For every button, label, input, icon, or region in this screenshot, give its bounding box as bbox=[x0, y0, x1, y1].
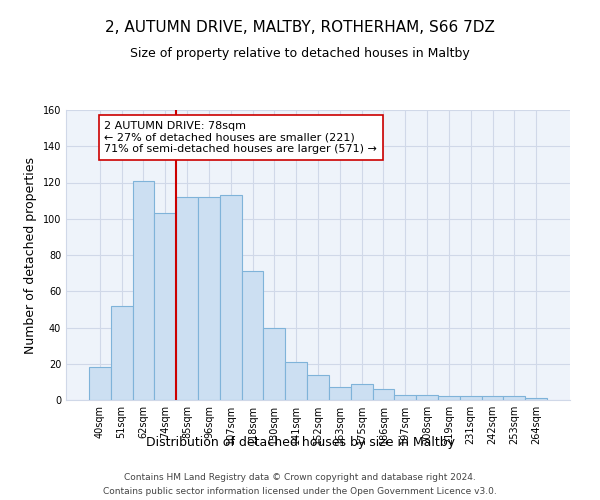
Bar bbox=[482, 396, 503, 400]
Text: 2, AUTUMN DRIVE, MALTBY, ROTHERHAM, S66 7DZ: 2, AUTUMN DRIVE, MALTBY, ROTHERHAM, S66 … bbox=[105, 20, 495, 35]
Bar bbox=[307, 374, 329, 400]
Bar bbox=[263, 328, 285, 400]
Text: Contains HM Land Registry data © Crown copyright and database right 2024.: Contains HM Land Registry data © Crown c… bbox=[124, 472, 476, 482]
Text: 2 AUTUMN DRIVE: 78sqm
← 27% of detached houses are smaller (221)
71% of semi-det: 2 AUTUMN DRIVE: 78sqm ← 27% of detached … bbox=[104, 121, 377, 154]
Bar bbox=[373, 389, 394, 400]
Bar bbox=[525, 398, 547, 400]
Bar bbox=[503, 396, 525, 400]
Text: Contains public sector information licensed under the Open Government Licence v3: Contains public sector information licen… bbox=[103, 488, 497, 496]
Bar bbox=[133, 180, 154, 400]
Bar bbox=[329, 388, 351, 400]
Y-axis label: Number of detached properties: Number of detached properties bbox=[24, 156, 37, 354]
Bar bbox=[198, 197, 220, 400]
Bar bbox=[285, 362, 307, 400]
Bar bbox=[176, 197, 198, 400]
Bar bbox=[220, 195, 242, 400]
Bar bbox=[242, 272, 263, 400]
Bar bbox=[438, 396, 460, 400]
Bar bbox=[460, 396, 482, 400]
Bar bbox=[89, 368, 111, 400]
Bar bbox=[416, 394, 438, 400]
Bar bbox=[154, 214, 176, 400]
Text: Distribution of detached houses by size in Maltby: Distribution of detached houses by size … bbox=[146, 436, 455, 449]
Text: Size of property relative to detached houses in Maltby: Size of property relative to detached ho… bbox=[130, 48, 470, 60]
Bar bbox=[111, 306, 133, 400]
Bar bbox=[394, 394, 416, 400]
Bar bbox=[351, 384, 373, 400]
